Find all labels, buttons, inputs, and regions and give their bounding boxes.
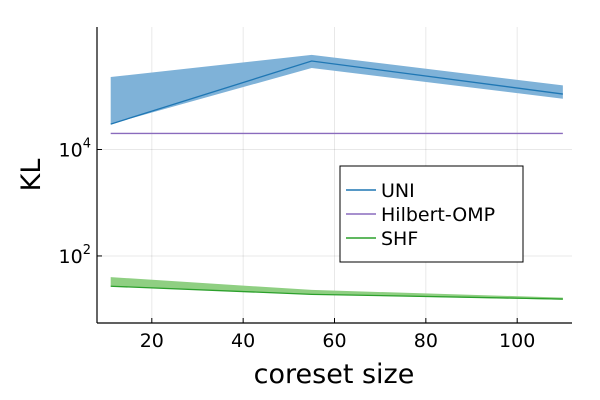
x-ticks: 20 40 60 80 100 xyxy=(140,318,535,352)
legend-label-uni: UNI xyxy=(381,180,415,202)
y-tick-label: 104 xyxy=(59,136,91,161)
shf-line xyxy=(110,285,563,300)
series-lines xyxy=(110,60,563,300)
uni-band xyxy=(110,54,563,125)
shf-band xyxy=(110,277,563,300)
confidence-bands xyxy=(110,54,563,300)
x-tick-label: 100 xyxy=(499,330,535,352)
x-tick-label: 40 xyxy=(231,330,255,352)
legend-label-shf: SHF xyxy=(381,228,418,250)
x-axis-title: coreset size xyxy=(254,359,415,390)
uni-line xyxy=(110,60,563,125)
x-tick-label: 60 xyxy=(322,330,346,352)
x-tick-label: 20 xyxy=(140,330,164,352)
y-axis-title: KL xyxy=(16,159,47,192)
y-tick-label: 102 xyxy=(59,243,91,268)
legend-label-hilbert-omp: Hilbert-OMP xyxy=(381,204,495,226)
y-ticks: 102 104 xyxy=(59,136,102,268)
x-tick-label: 80 xyxy=(414,330,438,352)
